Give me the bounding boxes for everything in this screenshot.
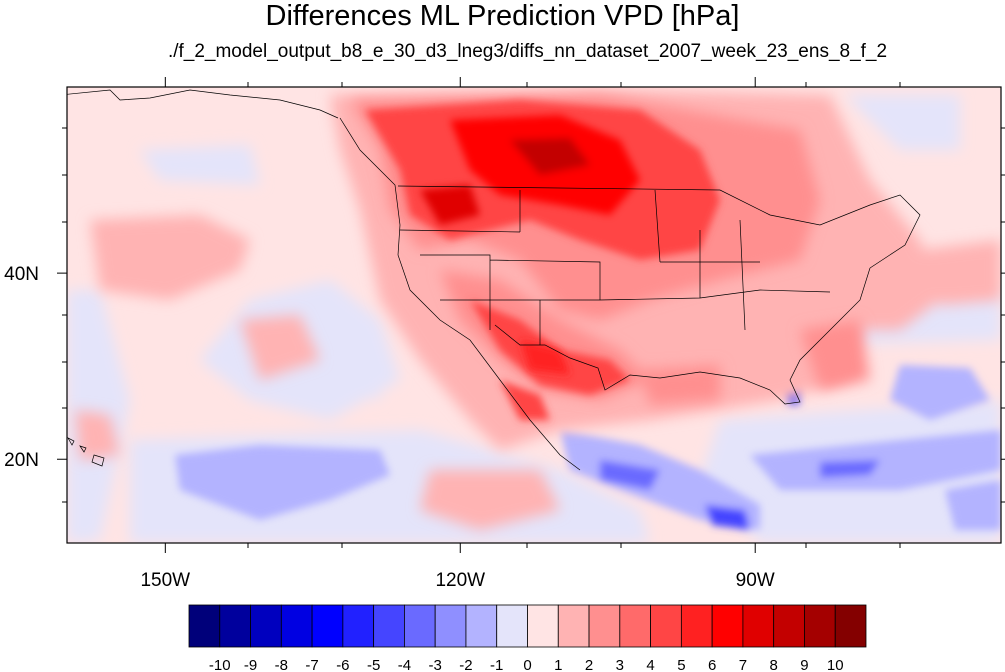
colorbar-label: 3 [616, 657, 624, 672]
colorbar-label: 2 [585, 657, 593, 672]
colorbar-swatch [219, 604, 251, 648]
colorbar-swatch [619, 604, 651, 648]
colorbar-label: 10 [827, 657, 844, 672]
colorbar-swatch [527, 604, 559, 648]
colorbar-label: 0 [523, 657, 531, 672]
map-title: Differences ML Prediction VPD [hPa] [265, 0, 740, 32]
colorbar-swatch [834, 604, 867, 648]
axis-labels: 40N 20N 150W 120W 90W [4, 77, 1005, 591]
colorbar-label: -7 [305, 657, 318, 672]
colorbar-swatch [588, 604, 621, 648]
strong-negative-areas [175, 265, 1001, 530]
colorbar-label: -5 [367, 657, 380, 672]
colorbar-swatch [804, 604, 836, 648]
colorbar-swatch [188, 604, 221, 648]
colorbar-label: -2 [459, 657, 472, 672]
colorbar-label: -6 [336, 657, 349, 672]
hawaii-islands [67, 437, 105, 467]
colorbar-swatch [742, 604, 775, 648]
colorbar-label: 4 [646, 657, 654, 672]
colorbar-swatch [557, 604, 590, 648]
boundary-lines [67, 89, 921, 471]
colorbar-swatch [773, 604, 805, 648]
colorbar-label: -1 [490, 657, 503, 672]
colorbar-label: -3 [429, 657, 442, 672]
map-subtitle: ./f_2_model_output_b8_e_30_d3_lneg3/diff… [167, 41, 888, 62]
peak-positive-areas [420, 115, 640, 375]
lat-label: 20N [4, 450, 39, 471]
colorbar-swatch [280, 604, 313, 648]
lon-label: 90W [736, 570, 775, 591]
colorbar: -10 -9 -8 -7 -6 -5 -4 -3 -2 -1 0 1 2 3 4 5 6 7 8 9 10 [188, 604, 867, 672]
colorbar-label: 8 [770, 657, 778, 672]
colorbar-swatch [496, 604, 528, 648]
lon-label: 150W [140, 570, 190, 591]
colorbar-swatch [650, 604, 682, 648]
lat-label: 40N [4, 264, 39, 285]
colorbar-label: 7 [739, 657, 747, 672]
colorbar-swatch [250, 604, 282, 648]
colorbar-label: -10 [209, 657, 231, 672]
lon-label: 120W [435, 570, 485, 591]
colorbar-label: 9 [800, 657, 808, 672]
map-field [67, 87, 1001, 543]
colorbar-swatch [311, 604, 344, 648]
minor-ticks [62, 82, 1005, 548]
colorbar-swatch [465, 604, 498, 648]
colorbar-swatch [434, 604, 467, 648]
colorbar-label: -4 [398, 657, 411, 672]
colorbar-swatch [680, 604, 713, 648]
colorbar-swatch [711, 604, 744, 648]
colorbar-swatch [373, 604, 405, 648]
colorbar-swatch [404, 604, 436, 648]
colorbar-swatch [342, 604, 375, 648]
colorbar-label: 5 [677, 657, 685, 672]
colorbar-label: 6 [708, 657, 716, 672]
colorbar-label: -9 [244, 657, 257, 672]
colorbar-label: 1 [554, 657, 562, 672]
colorbar-label: -8 [275, 657, 288, 672]
